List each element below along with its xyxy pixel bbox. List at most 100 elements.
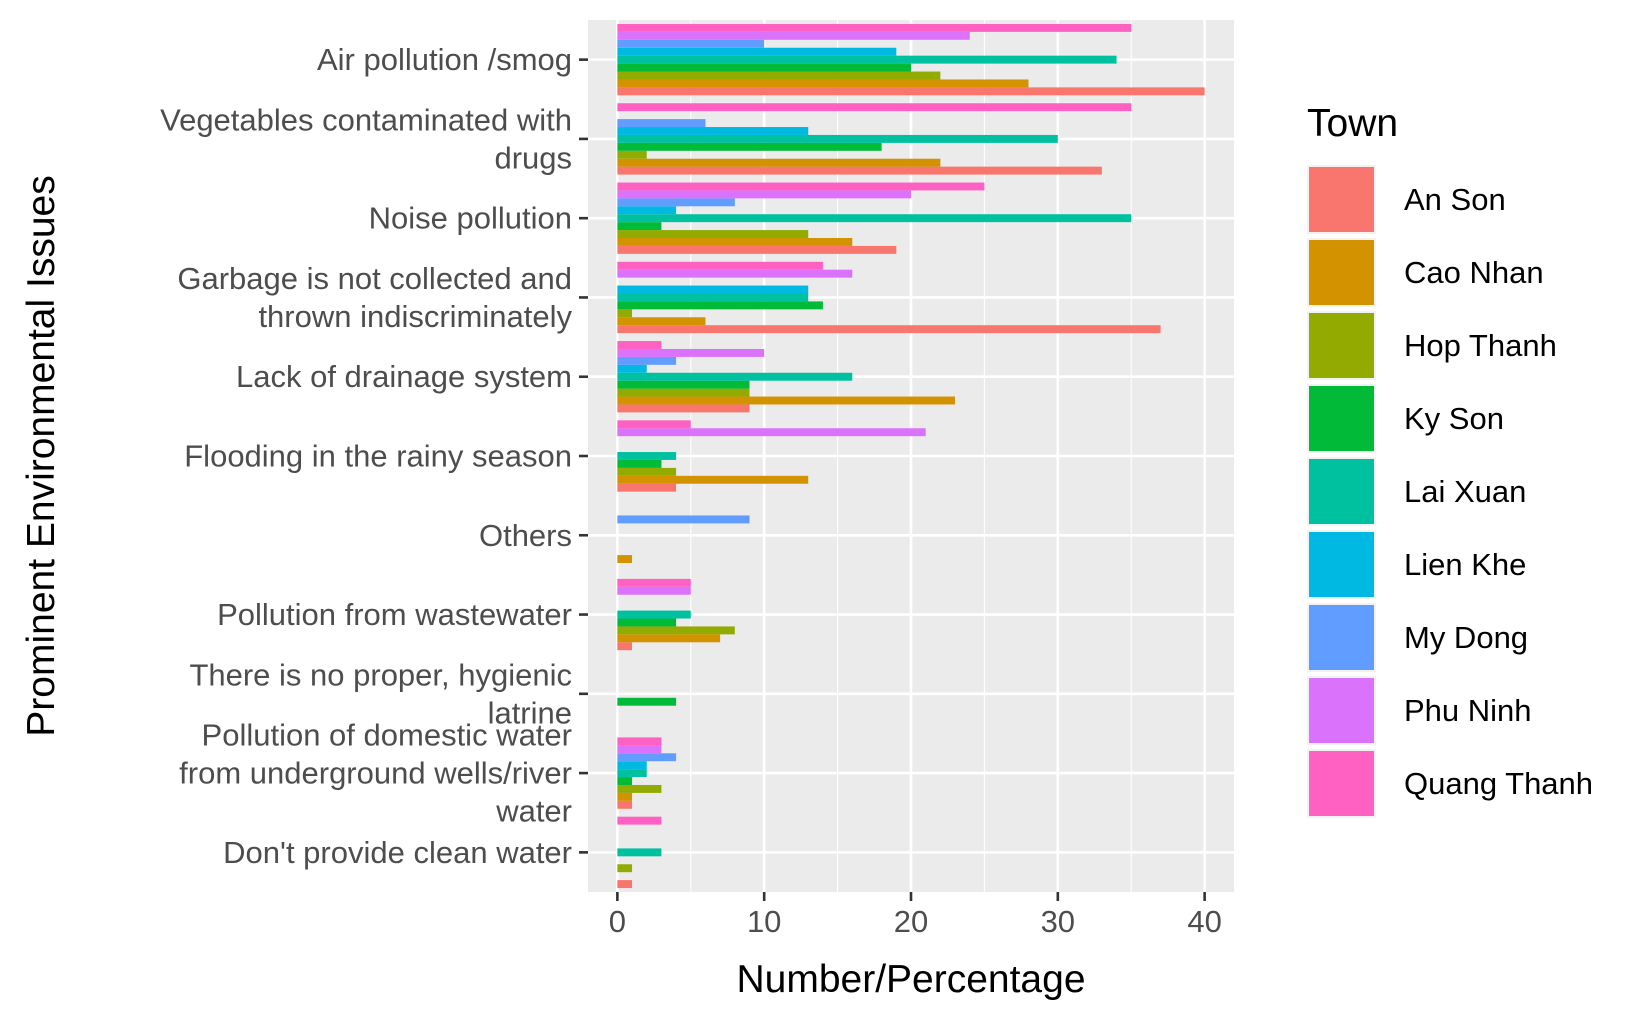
bar <box>617 555 633 564</box>
bar <box>617 71 941 80</box>
bar <box>617 769 647 778</box>
bar <box>617 396 956 405</box>
legend-label: Ky Son <box>1404 401 1504 436</box>
bar <box>617 634 721 643</box>
legend-swatch <box>1309 313 1374 378</box>
bar <box>617 79 1029 88</box>
bar <box>617 459 662 468</box>
legend-label: Lien Khe <box>1404 547 1526 582</box>
bar <box>617 245 897 254</box>
bar <box>617 578 691 587</box>
category-label: thrown indiscriminately <box>258 299 572 334</box>
bar <box>617 372 853 381</box>
bar <box>617 230 809 238</box>
category-label: Air pollution /smog <box>317 42 572 77</box>
category-label: from underground wells/river <box>179 756 572 791</box>
bar <box>617 364 647 373</box>
bar <box>617 864 633 873</box>
bar <box>617 586 691 595</box>
bar <box>617 388 750 397</box>
bar <box>617 380 750 389</box>
legend-swatch <box>1309 751 1374 816</box>
bar <box>617 792 633 801</box>
legend-swatch <box>1309 605 1374 670</box>
bar <box>617 31 970 40</box>
bar <box>617 618 677 627</box>
legend-swatch <box>1309 386 1374 451</box>
bar <box>617 761 647 770</box>
bar <box>617 158 941 167</box>
legend-title: Town <box>1307 102 1398 145</box>
bar <box>617 515 750 524</box>
bar <box>617 348 765 357</box>
legend-swatch <box>1309 459 1374 524</box>
category-label: Noise pollution <box>369 201 572 236</box>
x-tick-label: 0 <box>609 904 626 939</box>
legend-label: Phu Ninh <box>1404 693 1532 728</box>
bar <box>617 47 897 56</box>
legend-label: Cao Nhan <box>1404 255 1544 290</box>
bar <box>617 753 677 762</box>
x-axis-title: Number/Percentage <box>736 958 1085 1001</box>
bar <box>617 737 662 746</box>
category-label: Flooding in the rainy season <box>184 439 572 474</box>
category-label: Pollution from wastewater <box>217 597 572 632</box>
bar <box>617 166 1102 175</box>
bar <box>617 142 882 151</box>
bar <box>617 626 735 635</box>
bar <box>617 39 765 48</box>
x-tick-label: 40 <box>1187 904 1221 939</box>
bar <box>617 285 809 294</box>
bars <box>617 23 1205 889</box>
legend-label: Quang Thanh <box>1404 766 1593 801</box>
x-tick-label: 20 <box>894 904 928 939</box>
legend: Town An Son Cao Nhan Hop Thanh Ky Son Lai Xu… <box>1307 102 1593 818</box>
bar <box>617 784 662 793</box>
legend-swatch <box>1309 167 1374 232</box>
bar <box>617 309 633 318</box>
bar <box>617 816 662 825</box>
category-label: Garbage is not collected and <box>177 261 572 296</box>
bar <box>617 190 911 199</box>
bar <box>617 206 677 215</box>
bar <box>617 467 677 476</box>
bar <box>617 356 677 365</box>
legend-swatch <box>1309 240 1374 305</box>
bar <box>617 134 1058 143</box>
bar <box>617 293 809 302</box>
x-tick-label: 10 <box>747 904 781 939</box>
legend-swatch <box>1309 678 1374 743</box>
bar <box>617 127 809 135</box>
bar <box>617 55 1117 64</box>
bar <box>617 87 1205 96</box>
bar <box>617 103 1132 112</box>
bar <box>617 325 1161 334</box>
bar <box>617 404 750 413</box>
bar <box>617 214 1132 223</box>
category-label: Others <box>479 518 572 553</box>
bar <box>617 238 853 246</box>
bar <box>617 745 662 754</box>
category-label: Pollution of domestic water <box>202 718 572 753</box>
bar <box>617 261 823 270</box>
bar <box>617 880 633 889</box>
bar <box>617 800 633 809</box>
bar <box>617 317 706 326</box>
bar <box>617 483 677 492</box>
bar <box>617 642 633 651</box>
bar <box>617 428 926 437</box>
bar <box>617 63 911 72</box>
legend-label: An Son <box>1404 182 1506 217</box>
bar <box>617 420 691 429</box>
bar <box>617 777 633 785</box>
legend-swatch <box>1309 532 1374 597</box>
y-axis-title: Prominent Environmental Issues <box>20 175 63 736</box>
category-label: latrine <box>488 695 572 730</box>
bar <box>617 452 677 460</box>
bar <box>617 697 677 706</box>
bar <box>617 150 647 159</box>
bar <box>617 610 691 619</box>
bar <box>617 301 823 310</box>
category-label: water <box>495 794 572 829</box>
